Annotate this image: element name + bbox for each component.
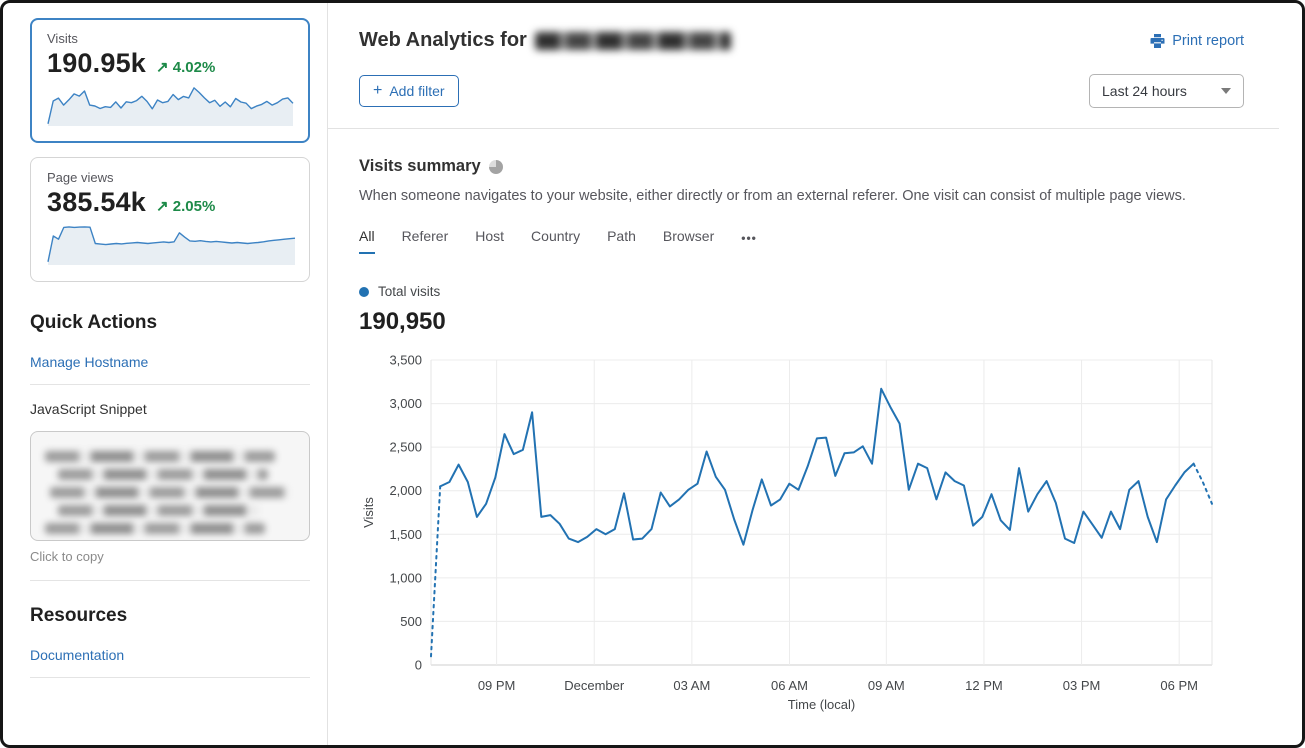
- svg-text:09 AM: 09 AM: [868, 678, 905, 693]
- pageviews-card-delta: ↗ 2.05%: [156, 197, 215, 215]
- svg-text:09 PM: 09 PM: [478, 678, 516, 693]
- tab-country[interactable]: Country: [531, 228, 581, 244]
- visits-card-value: 190.95k: [47, 48, 146, 78]
- divider: [328, 128, 1279, 129]
- print-report-label: Print report: [1172, 32, 1244, 49]
- tab-all[interactable]: All: [359, 228, 375, 254]
- visits-sparkline-chart: [47, 87, 294, 126]
- click-to-copy-hint: Click to copy: [30, 549, 104, 564]
- quick-actions-heading: Quick Actions: [30, 312, 158, 333]
- redacted-code-line: [50, 487, 288, 498]
- visits-card-delta: ↗ 4.02%: [156, 58, 215, 76]
- manage-hostname-link[interactable]: Manage Hostname: [30, 354, 149, 370]
- visits-summary-heading: Visits summary: [359, 157, 481, 175]
- legend-label: Total visits: [378, 284, 441, 299]
- svg-text:3,000: 3,000: [389, 396, 422, 411]
- pie-chart-help-icon: [488, 159, 503, 174]
- print-report-button[interactable]: Print report: [1149, 33, 1244, 49]
- visits-delta-value: 4.02%: [172, 59, 216, 76]
- svg-text:Time (local): Time (local): [788, 697, 855, 712]
- visits-over-time-chart: 0 500 1,000 1,500 2,000 2,500 3,000 3,500 09 PM D…: [361, 353, 1213, 712]
- arrow-up-right-icon: ↗: [156, 59, 169, 76]
- svg-text:06 PM: 06 PM: [1160, 678, 1198, 693]
- svg-text:06 AM: 06 AM: [771, 678, 808, 693]
- redacted-code-line: [57, 505, 258, 516]
- visits-card-label: Visits: [47, 31, 78, 46]
- svg-text:1,000: 1,000: [389, 570, 422, 585]
- svg-text:03 PM: 03 PM: [1063, 678, 1101, 693]
- divider: [30, 384, 310, 385]
- page-title-text: Web Analytics for: [359, 29, 527, 51]
- divider: [30, 580, 310, 581]
- plus-icon: +: [373, 82, 383, 99]
- js-snippet-code-box[interactable]: [30, 431, 310, 541]
- summary-tabs: All Referer Host Country Path Browser •••: [359, 228, 1244, 254]
- tabs-overflow-button[interactable]: •••: [741, 231, 757, 245]
- svg-text:2,000: 2,000: [389, 483, 422, 498]
- visits-summary-description: When someone navigates to your website, …: [359, 188, 1186, 204]
- add-filter-label: Add filter: [389, 83, 445, 99]
- pageviews-card-value: 385.54k: [47, 187, 146, 217]
- tab-host[interactable]: Host: [475, 228, 505, 244]
- svg-text:Visits: Visits: [361, 497, 376, 528]
- svg-text:03 AM: 03 AM: [673, 678, 710, 693]
- resources-heading: Resources: [30, 605, 128, 626]
- total-visits-value: 190,950: [359, 308, 446, 335]
- tab-browser[interactable]: Browser: [662, 228, 715, 244]
- js-snippet-label: JavaScript Snippet: [30, 401, 147, 417]
- pageviews-sparkline-chart: [47, 226, 296, 265]
- svg-text:0: 0: [415, 658, 422, 673]
- main-panel: Web Analytics for Print report + Add fil…: [328, 3, 1302, 745]
- svg-text:2,500: 2,500: [389, 440, 422, 455]
- redacted-code-line: [45, 523, 265, 534]
- add-filter-button[interactable]: + Add filter: [359, 75, 459, 107]
- redacted-code-line: [57, 469, 268, 480]
- printer-icon: [1150, 33, 1165, 48]
- time-range-value: Last 24 hours: [1102, 83, 1187, 99]
- pageviews-delta-value: 2.05%: [172, 198, 216, 215]
- tab-path[interactable]: Path: [607, 228, 636, 244]
- svg-text:12 PM: 12 PM: [965, 678, 1003, 693]
- page-title: Web Analytics for: [359, 29, 731, 52]
- redacted-code-line: [45, 451, 275, 462]
- svg-text:3,500: 3,500: [389, 353, 422, 368]
- time-range-select[interactable]: Last 24 hours: [1089, 74, 1244, 108]
- documentation-link[interactable]: Documentation: [30, 647, 125, 663]
- sidebar: Visits 190.95k ↗ 4.02% Page views 385.54…: [3, 3, 328, 745]
- svg-text:December: December: [564, 678, 625, 693]
- site-domain-redacted: [534, 31, 731, 50]
- svg-text:1,500: 1,500: [389, 527, 422, 542]
- visits-metric-card[interactable]: Visits 190.95k ↗ 4.02%: [30, 18, 310, 143]
- pageviews-card-label: Page views: [47, 170, 114, 185]
- svg-text:500: 500: [400, 614, 422, 629]
- caret-down-icon: [1221, 88, 1231, 94]
- divider: [30, 677, 310, 678]
- tab-referer[interactable]: Referer: [401, 228, 449, 244]
- legend-dot-icon: [359, 286, 369, 297]
- pageviews-metric-card[interactable]: Page views 385.54k ↗ 2.05%: [30, 157, 310, 282]
- arrow-up-right-icon: ↗: [156, 198, 169, 215]
